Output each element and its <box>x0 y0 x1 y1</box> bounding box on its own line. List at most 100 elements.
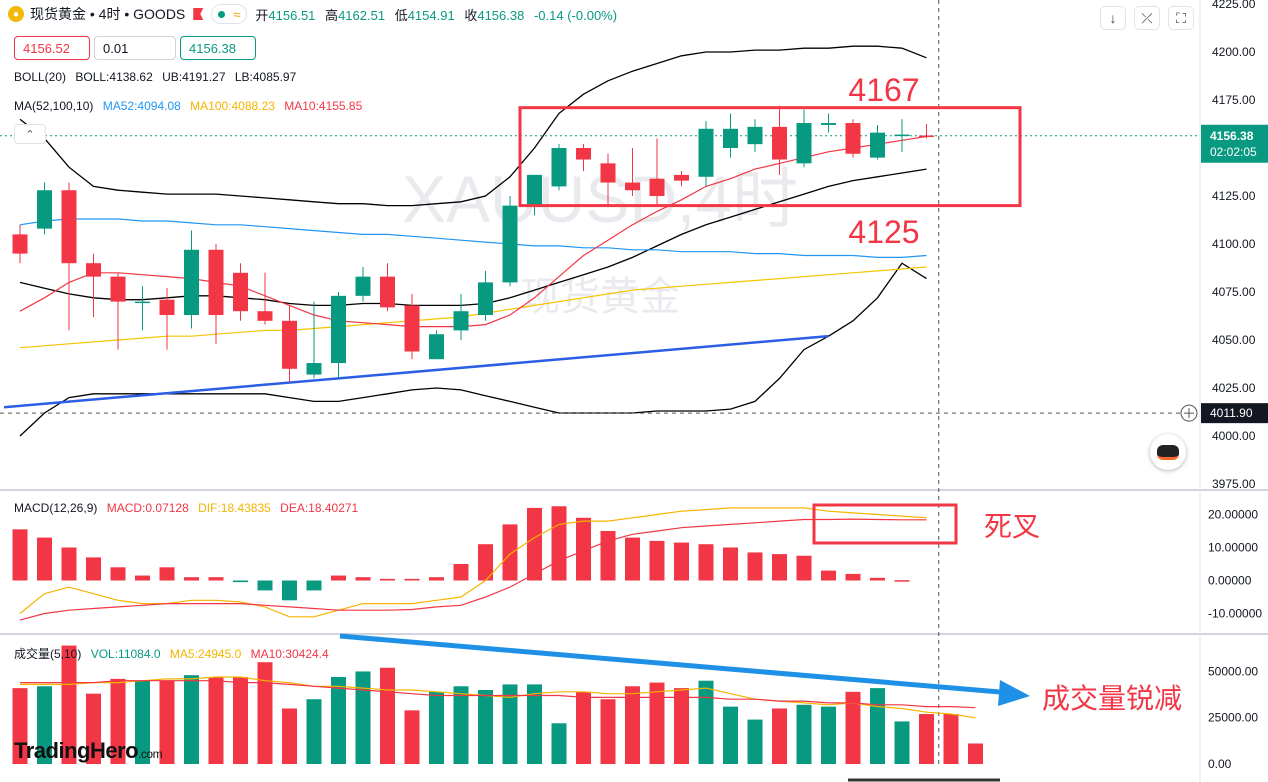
macd-bar <box>380 578 395 581</box>
high-value: 4162.51 <box>338 7 386 23</box>
volume-bar <box>429 691 444 764</box>
brand-logo: TradingHero.com <box>14 738 163 764</box>
buy-button[interactable]: 4156.38 <box>180 36 256 60</box>
fullscreen-icon[interactable]: ⛶ <box>1168 6 1194 30</box>
vol-ma10-value: MA10:30424.4 <box>250 647 329 661</box>
macd-bar <box>37 537 52 581</box>
volume-bar <box>796 704 812 764</box>
ma-legend[interactable]: MA(52,100,10) MA52:4094.08 MA100:4088.23… <box>14 99 368 113</box>
candle-body <box>674 174 689 181</box>
flag-icon[interactable] <box>193 8 204 20</box>
candle-body <box>233 272 248 312</box>
sell-button[interactable]: 4156.52 <box>14 36 90 60</box>
volume-bar <box>747 719 763 764</box>
candle-body <box>919 135 934 138</box>
macd-bar <box>478 544 493 581</box>
candle-body <box>135 301 150 304</box>
wave-icon: ≈ <box>233 6 241 22</box>
macd-value: MACD:0.07128 <box>106 501 189 515</box>
volume-bar <box>453 686 469 764</box>
volume-bar <box>527 684 542 764</box>
volume-bar <box>968 743 983 764</box>
macd-bar <box>61 547 77 581</box>
macd-tick: 0.00000 <box>1208 574 1252 588</box>
market-status[interactable]: ≈ <box>211 4 248 24</box>
volume-bar <box>772 708 787 764</box>
arrow-down-icon[interactable]: ↓ <box>1100 6 1126 30</box>
volume-bar <box>380 667 395 764</box>
dea-value: DEA:18.40271 <box>280 501 359 515</box>
macd-bar <box>331 575 346 581</box>
candle-body <box>576 148 591 160</box>
vol-name: 成交量(5,10) <box>14 647 82 661</box>
watermark-symbol: XAUUSD,4时 <box>402 162 798 236</box>
collapse-legend-button[interactable]: ⌃ <box>14 124 46 144</box>
open-label: 开 <box>255 7 269 23</box>
volume-bar <box>674 688 689 764</box>
volume-bar <box>723 706 738 764</box>
macd-bar <box>110 567 126 581</box>
volume-bar <box>943 714 959 764</box>
candle-body <box>527 174 542 206</box>
candle-body <box>306 363 322 375</box>
candle-body <box>796 123 812 164</box>
candle-body <box>845 123 861 154</box>
dif-line <box>19 507 927 618</box>
candle-body <box>37 190 52 229</box>
high-label: 高 <box>325 7 339 23</box>
volume-bar <box>551 723 567 764</box>
volume-bar <box>331 677 346 764</box>
macd-bar <box>453 564 469 581</box>
volume-pane <box>12 645 983 764</box>
price-tick: 4050.00 <box>1212 333 1256 347</box>
volume-tick: 25000.00 <box>1208 711 1258 725</box>
price-tick: 4175.00 <box>1212 93 1256 107</box>
macd-bar <box>625 537 640 581</box>
quantity-input[interactable]: 0.01 <box>94 36 176 60</box>
boll-mid-line <box>19 168 927 307</box>
close-label: 收 <box>464 7 478 23</box>
macd-legend[interactable]: MACD(12,26,9) MACD:0.07128 DIF:18.43835 … <box>14 501 364 515</box>
volume-legend[interactable]: 成交量(5,10) VOL:11084.0 MA5:24945.0 MA10:3… <box>14 645 335 662</box>
volume-bar <box>208 677 224 764</box>
macd-bar <box>649 540 665 581</box>
price-tick: 4225.00 <box>1212 0 1256 11</box>
boll-lb: LB:4085.97 <box>234 70 297 84</box>
volume-bar <box>625 686 640 764</box>
volume-bar <box>502 684 518 764</box>
market-open-icon <box>218 10 226 18</box>
macd-bar <box>723 547 738 581</box>
volume-bar <box>404 710 420 764</box>
macd-bar <box>698 544 714 581</box>
death-cross-box <box>812 503 958 545</box>
macd-bar <box>282 580 297 601</box>
ma-name: MA(52,100,10) <box>14 99 94 113</box>
macd-bar <box>306 580 322 591</box>
macd-bar <box>404 578 420 581</box>
symbol-title[interactable]: 现货黄金 • 4时 • GOODS <box>30 6 186 22</box>
boll-legend[interactable]: BOLL(20) BOLL:4138.62 UB:4191.27 LB:4085… <box>14 70 302 84</box>
candle-body <box>404 305 420 352</box>
volume-bar <box>576 691 591 764</box>
candles <box>12 105 934 383</box>
macd-bar <box>796 555 812 581</box>
volume-bar <box>233 677 248 764</box>
candle-body <box>747 126 763 145</box>
volume-bar <box>870 688 885 764</box>
macd-bar <box>772 554 787 581</box>
volume-bar <box>110 678 126 764</box>
support-label: 4125 <box>848 214 919 250</box>
crosshair-price-text: 4011.90 <box>1210 406 1253 420</box>
ohlc-values: 开4156.51 高4162.51 低4154.91 收4156.38 -0.1… <box>255 5 623 24</box>
candle-body <box>772 126 787 160</box>
low-label: 低 <box>394 7 408 23</box>
vol-ma5-value: MA5:24945.0 <box>169 647 242 661</box>
boll-upper-line <box>19 45 927 207</box>
boll-name: BOLL(20) <box>14 70 67 84</box>
boll-lower-line <box>19 262 927 437</box>
volume-bar <box>257 662 273 764</box>
assistant-robot-icon[interactable] <box>1150 434 1186 470</box>
collapse-icon[interactable]: ⤫ <box>1134 6 1160 30</box>
candle-body <box>723 128 738 148</box>
